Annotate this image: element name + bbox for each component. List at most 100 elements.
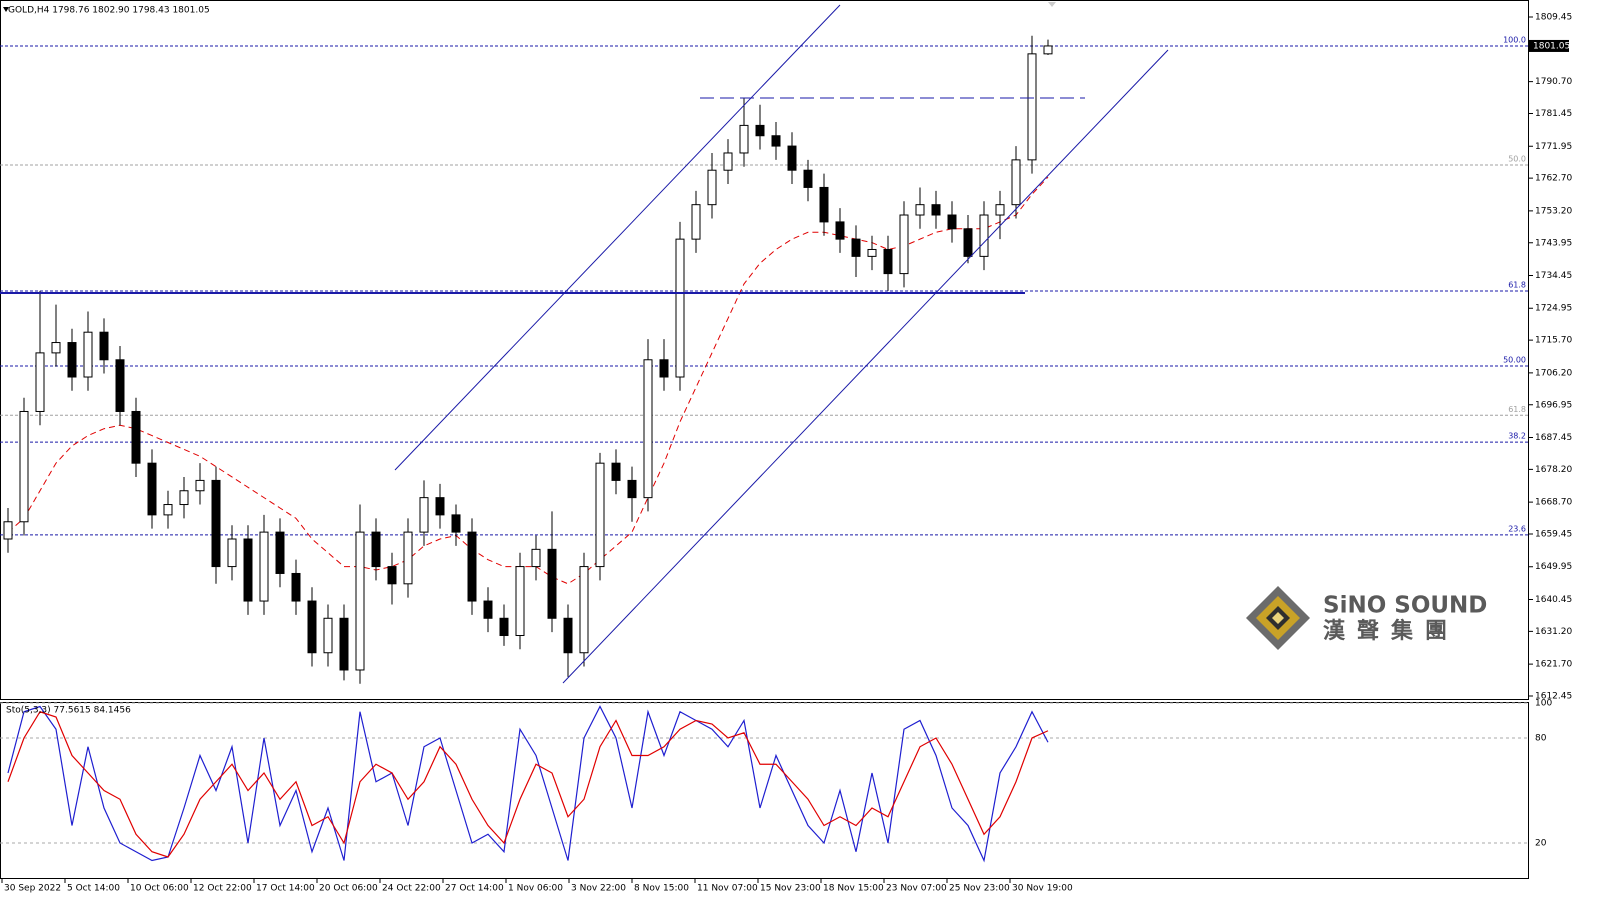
indicator-tick-label: 100 (1535, 699, 1552, 709)
x-tick-label: 5 Oct 14:00 (67, 884, 120, 894)
moving-average (7, 176, 1049, 585)
candle-body (723, 152, 733, 171)
x-tick-label: 15 Nov 23:00 (760, 884, 821, 894)
candle-body (691, 204, 701, 240)
candle-body (291, 572, 301, 602)
y-tick-label: 1743.95 (1535, 238, 1572, 248)
x-tick-label: 30 Nov 19:00 (1012, 884, 1073, 894)
x-tick-label: 27 Oct 14:00 (445, 884, 504, 894)
candle-body (147, 462, 157, 516)
header-arrow (3, 7, 9, 12)
candle-body (579, 566, 589, 654)
candle-body (803, 169, 813, 188)
y-tick-label: 1753.20 (1535, 206, 1572, 216)
candle-body (259, 531, 269, 602)
y-tick-label: 1781.45 (1535, 109, 1572, 119)
candle-body (915, 204, 925, 216)
candle-body (403, 531, 413, 585)
level-label: 61.8 (1508, 281, 1526, 290)
candle-body (611, 462, 621, 481)
candle-body (211, 479, 221, 568)
candle-body (931, 204, 941, 216)
candle-body (99, 331, 109, 361)
y-tick-label: 1724.95 (1535, 304, 1572, 314)
level-label: 50.0 (1508, 155, 1526, 164)
stochastic-line (7, 705, 1049, 863)
candle-body (851, 238, 861, 257)
candle-body (531, 548, 541, 568)
x-tick-label: 17 Oct 14:00 (256, 884, 315, 894)
candle-body (643, 359, 653, 499)
candle-body (67, 342, 77, 378)
logo (1246, 586, 1310, 650)
logo-name: SiNO SOUND (1323, 593, 1487, 619)
candle-body (323, 617, 333, 654)
candle-body (419, 497, 429, 533)
candle-body (387, 566, 397, 585)
y-tick-label: 1659.45 (1535, 530, 1572, 540)
main-panel (0, 0, 1529, 700)
candle-body (227, 538, 237, 568)
main-layer: 1809.45 1790.70 1781.45 1771.95 1762.70 1753.… (0, 13, 1572, 894)
candle-body (451, 514, 461, 533)
indicator-tick-label: 20 (1535, 839, 1547, 849)
x-tick-label: 12 Oct 22:00 (193, 884, 252, 894)
x-tick-label: 10 Oct 06:00 (130, 884, 189, 894)
x-tick-label: 11 Nov 07:00 (697, 884, 758, 894)
x-tick-label: 23 Nov 07:00 (886, 884, 947, 894)
candle-body (115, 359, 125, 412)
y-tick-label: 1687.45 (1535, 433, 1572, 443)
y-tick-label: 1668.70 (1535, 498, 1572, 508)
candle-body (899, 214, 909, 275)
y-tick-label: 1621.70 (1535, 660, 1572, 670)
candle-body (83, 331, 93, 378)
candle-body (483, 600, 493, 619)
candle-body (947, 214, 957, 230)
candle-body (595, 462, 605, 568)
candle-body (1027, 53, 1037, 161)
candle-body (627, 479, 637, 499)
level-label: 23.6 (1508, 524, 1526, 533)
candle-body (339, 617, 349, 671)
candle-body (707, 169, 717, 206)
price-label: 1801.05 (1533, 41, 1570, 51)
candle-body (995, 204, 1005, 216)
candle-body (1043, 45, 1053, 55)
y-tick-label: 1771.95 (1535, 142, 1572, 152)
candle-body (515, 566, 525, 637)
candle-body (979, 214, 989, 257)
candle-body (131, 410, 141, 464)
y-tick-label: 1790.70 (1535, 77, 1572, 87)
candle-body (163, 504, 173, 516)
y-tick-label: 1678.20 (1535, 465, 1572, 475)
candle-body (3, 521, 13, 540)
candle-body (355, 531, 365, 671)
level-label: 50.00 (1503, 355, 1526, 364)
candle-body (179, 490, 189, 506)
candle-body (35, 352, 45, 412)
x-tick-label: 30 Sep 2022 (4, 884, 61, 894)
candle-body (755, 124, 765, 137)
candle-body (739, 124, 749, 154)
candle-body (243, 538, 253, 602)
x-tick-label: 20 Oct 06:00 (319, 884, 378, 894)
candle-body (771, 135, 781, 147)
y-tick-label: 1762.70 (1535, 174, 1572, 184)
indicator-label: Sto(5,3,3) 77.5615 84.1456 (6, 706, 131, 716)
x-tick-label: 1 Nov 06:00 (508, 884, 563, 894)
logo-chinese: 漢聲集團 (1323, 618, 1459, 644)
y-tick-label: 1612.45 (1535, 692, 1572, 702)
indicator-panel (0, 702, 1529, 879)
candle-body (275, 531, 285, 574)
candle-body (563, 617, 573, 654)
symbol-header: GOLD,H4 1798.76 1802.90 1798.43 1801.05 (8, 6, 210, 16)
candle-body (547, 548, 557, 619)
y-tick-label: 1696.95 (1535, 400, 1572, 410)
candle-body (371, 531, 381, 568)
candle-body (675, 238, 685, 378)
level-label: 38.2 (1508, 432, 1526, 441)
candle-body (787, 145, 797, 171)
candle-body (195, 479, 205, 492)
y-tick-label: 1640.45 (1535, 595, 1572, 605)
